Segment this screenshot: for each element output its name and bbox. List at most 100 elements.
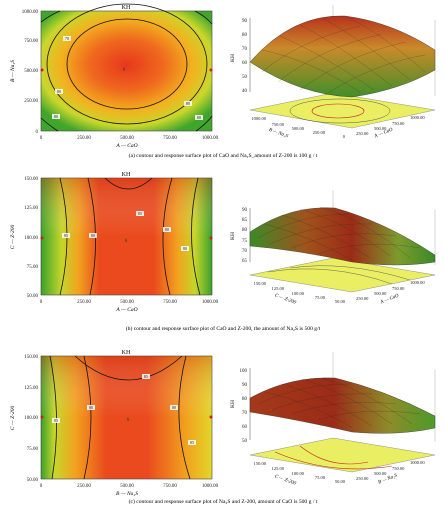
panel-b-surface-x-tick: 500.00: [374, 291, 387, 296]
panel-b-surface-y-tick: 75.00: [315, 295, 326, 300]
panel-b-contour-label: 85: [64, 233, 68, 238]
panel-b-surface-mesh: [249, 207, 436, 266]
panel-b-y-tick: 100.00: [24, 236, 38, 241]
panel-b-y-tick: 150.00: [24, 177, 38, 182]
panel-b-surface-x-tick: 1000.00: [410, 280, 425, 285]
panel-a-y-label: B — Na₂S: [10, 60, 16, 82]
panel-c-x-tick: 0: [40, 484, 43, 489]
panel-c-design-point: [40, 415, 44, 419]
panel-b-y-tick: 50.00: [27, 294, 39, 299]
panel-c-x-tick: 500.00: [120, 484, 134, 489]
panel-c-y-tick: 75.00: [27, 447, 39, 452]
panel-b-surface-y-tick: 50.00: [335, 299, 346, 304]
panel-a-surface-mesh: [249, 15, 436, 98]
panel-a-z-tick: 60: [242, 61, 248, 66]
panel-b-title: KH: [122, 172, 131, 178]
panel-a-contour-line: [46, 3, 208, 125]
panel-b-contour-label-box: [136, 211, 144, 216]
panel-c-y-tick: 50.00: [27, 478, 39, 483]
panel-a-x-tick: 500.00: [120, 136, 134, 141]
panel-c-y-tick: 125.00: [24, 386, 38, 391]
panel-a-contour-line: [66, 18, 188, 110]
panel-a-x-tick: 0: [40, 136, 43, 141]
panel-c-contour-label-box: [170, 405, 178, 410]
panel-c-surface: 100 90 80 70 60 50 KH 150.00 125.00 100.…: [230, 352, 436, 487]
panel-a-contour-line: [194, 10, 213, 25]
panel-a-contour-label: 80: [57, 89, 61, 94]
panel-a-surface-x-tick: 750.00: [392, 121, 405, 126]
panel-a-x-tick: 750.00: [163, 136, 177, 141]
panel-c-x-label: B — Na₂S: [116, 491, 138, 497]
panel-c-y-tick: 100.00: [24, 416, 38, 421]
panel-b-contour-label: 80: [165, 227, 169, 232]
panel-c-x-tick: 1000.00: [202, 484, 219, 489]
panel-c-contour-line: [74, 355, 183, 381]
panel-c-surface-y-tick: 50.00: [335, 479, 346, 484]
panel-b-x-tick: 750.00: [163, 300, 177, 305]
panel-a-surface-y-label: B — Na₂S: [268, 128, 289, 140]
panel-a-y-tick: 0: [36, 130, 39, 135]
panel-b-y-tick: 75.00: [27, 265, 39, 270]
panel-b-contour-line: [191, 177, 201, 296]
panel-a-surface-y-tick: 0: [343, 134, 346, 139]
panel-a-contour-label-box: [63, 36, 71, 41]
panel-a-heatmap: [40, 10, 213, 132]
panel-b-x-tick: 1000.00: [202, 300, 219, 305]
panel-b-z-tick: 80: [242, 228, 248, 233]
panel-a-contour-line: [195, 115, 213, 132]
panel-c-surface-y-tick: 100.00: [292, 471, 305, 476]
panel-c-x-tick: 250.00: [77, 484, 91, 489]
panel-b-z-tick: 75: [242, 239, 248, 244]
panel-a-title: KH: [122, 5, 131, 11]
panel-c-x-tick: 750.00: [163, 484, 177, 489]
panel-b-surface: 90 85 80 75 70 65 KH 150.00 125.00 100.0…: [230, 190, 436, 306]
panel-a-contour-label: 80: [54, 114, 58, 119]
panel-c-design-point: [209, 415, 213, 419]
panel-b-floor-contour: [267, 265, 411, 285]
panel-a-contour-label-box: [52, 114, 60, 119]
panel-b-contour-label-box: [62, 233, 70, 238]
panel-b-contour-label: 80: [91, 233, 95, 238]
panel-b-floor: [249, 257, 436, 293]
panel-c-contour-label: 85: [54, 418, 58, 423]
panel-a-z-tick: 70: [242, 47, 248, 52]
panel-c-contour: KH 6 85 80 85 80 85 150.00 125.00 100.00…: [10, 350, 219, 497]
panel-b-surface-x-tick: 250.00: [356, 296, 369, 301]
panel-c-contour-label-box: [52, 418, 60, 423]
panel-c-y-label: C — Z-200: [10, 406, 16, 431]
panel-a-z-label: KH: [230, 54, 236, 62]
panel-c-contour-label: 80: [172, 405, 176, 410]
panel-a-x-label: A — CaO: [115, 143, 137, 149]
panel-c-floor: [249, 437, 436, 473]
panel-b-y-tick: 125.00: [24, 206, 38, 211]
panel-a-center-label: 6: [123, 68, 126, 73]
panel-c-z-tick: 70: [242, 411, 248, 416]
panel-b-contour-label-box: [181, 246, 189, 251]
panel-b-x-tick: 500.00: [120, 300, 134, 305]
panel-c-contour-label: 85: [190, 440, 194, 445]
panel-c-contour-label-box: [87, 405, 95, 410]
panel-c-surface-y-label: C — Z-200: [274, 474, 297, 486]
panel-c-contour-line: [49, 355, 57, 480]
panel-b-surface-y-tick: 125.00: [272, 286, 285, 291]
panel-b-x-label: A — CaO: [115, 307, 137, 313]
panel-c-contour-line: [83, 355, 92, 480]
panel-c-surface-x-tick: 750.00: [392, 466, 405, 471]
panel-a-surface: 90 80 70 60 50 40 KH 1000.00 750.00 500.…: [230, 5, 436, 140]
panel-c-title: KH: [122, 350, 131, 356]
panel-c-contour-label: 80: [89, 405, 93, 410]
panel-a-z-tick: 50: [242, 75, 248, 80]
panel-b-y-label: C — Z-200: [10, 225, 16, 250]
panel-a-surface-grid: [261, 15, 426, 96]
panel-b-contour-label: 80: [183, 246, 187, 251]
panel-b-z-tick: 85: [242, 218, 248, 223]
panel-a-contour-label-box: [195, 115, 203, 120]
panel-c-contour-line: [178, 355, 191, 480]
panel-b-z-label: KH: [230, 232, 236, 240]
panel-b-x-tick: 0: [40, 300, 43, 305]
panel-a-floor-contour: [311, 103, 365, 119]
panel-a-x-tick: 1000.00: [202, 136, 219, 141]
panel-a-surface-y-tick: 250.00: [313, 130, 326, 135]
panel-c-contour-label-box: [142, 374, 150, 379]
panel-c-z-tick: 50: [242, 439, 248, 444]
